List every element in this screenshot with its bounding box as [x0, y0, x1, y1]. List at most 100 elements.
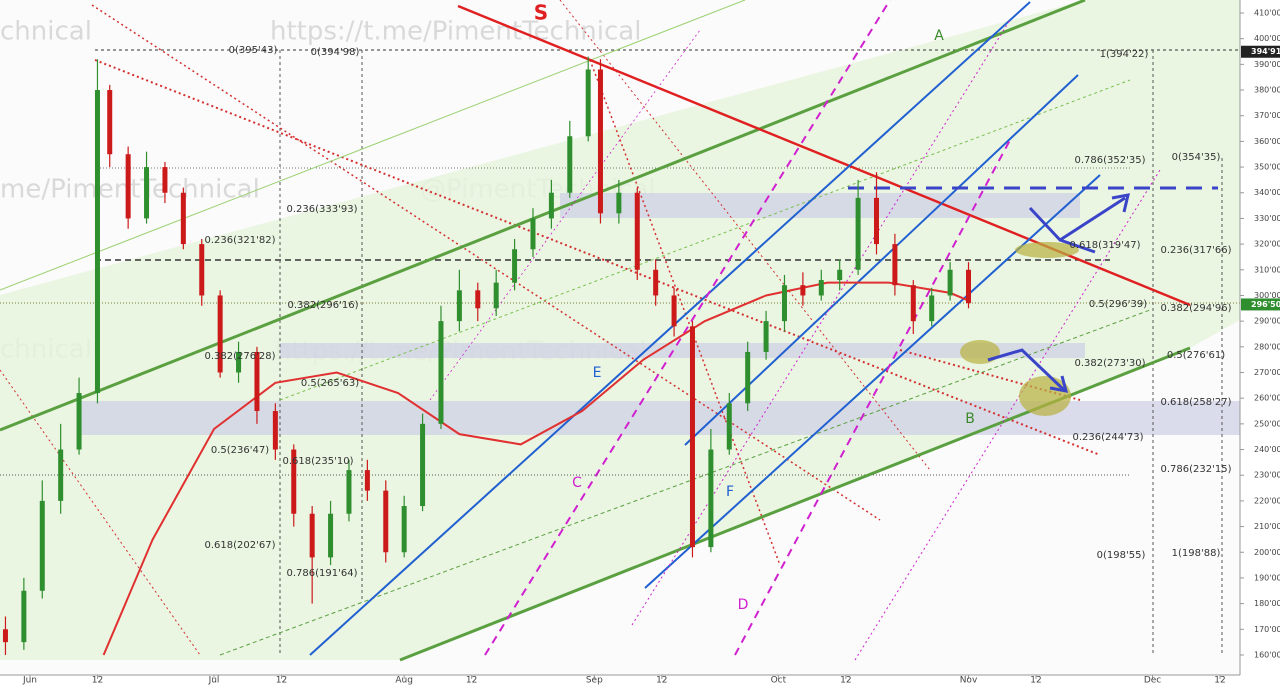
arrow [1111, 193, 1130, 213]
candle-body [548, 192, 554, 219]
candle-body [530, 218, 536, 250]
fib-label: 0.5(296'39) [1089, 299, 1147, 310]
y-tick-label: 240'00 [1254, 445, 1280, 454]
candle-body [837, 269, 843, 281]
candle-body [634, 192, 640, 270]
fib-label: 0(198'55) [1097, 550, 1146, 561]
wave-label: A [934, 28, 944, 44]
fib-label: 0.382(276'28) [205, 351, 276, 362]
x-tick-label: 12 [656, 676, 667, 686]
fib-label: 0.618(235'10) [283, 456, 354, 467]
candle-body [456, 290, 462, 322]
price-marker [1241, 298, 1280, 311]
fib-label: 0.618(258'27) [1161, 397, 1232, 408]
y-tick-label: 260'00 [1254, 394, 1280, 403]
x-tick-label: 12 [466, 676, 477, 686]
y-tick-label: 410'00 [1254, 8, 1280, 17]
magenta-line [484, 0, 891, 656]
trend-dotted [91, 4, 881, 521]
arrow [1059, 196, 1126, 242]
y-tick-label: 230'00 [1254, 471, 1280, 480]
blue-channel [309, 1, 1031, 656]
price-axis [1240, 0, 1280, 688]
x-tick-label: 12 [92, 676, 103, 686]
wave-label: B [965, 411, 975, 427]
x-tick-label: Nov [960, 676, 978, 686]
candle-body [929, 295, 935, 322]
y-tick-label: 300'00 [1254, 291, 1280, 300]
x-tick-label: Jul [208, 676, 220, 686]
x-tick-label: Sep [586, 676, 603, 686]
fib-label: 0.618(319'47) [1070, 240, 1141, 251]
blue-channel [644, 174, 1101, 589]
y-tick-label: 360'00 [1254, 137, 1280, 146]
y-tick-label: 280'00 [1254, 342, 1280, 351]
candle-body [708, 449, 714, 548]
moving-average [102, 281, 969, 656]
candle-body [567, 136, 573, 193]
candle-body [125, 154, 131, 219]
fib-label: 0.786(352'35) [1075, 155, 1146, 166]
y-tick-label: 270'00 [1254, 368, 1280, 377]
x-tick-label: 12 [276, 676, 287, 686]
arrow [1028, 206, 1096, 254]
candle-body [818, 280, 824, 296]
candle-body [199, 244, 205, 296]
candle-body [966, 269, 972, 304]
candle-body [726, 403, 732, 450]
trend-dotted [279, 79, 1131, 401]
candle-body [328, 513, 334, 558]
candle-body [475, 290, 481, 309]
candle-body [512, 249, 518, 283]
candle-body [781, 285, 787, 322]
x-tick-label: Oct [771, 676, 787, 686]
y-tick-label: 190'00 [1254, 573, 1280, 582]
candle-body [671, 295, 677, 327]
candle-body [309, 513, 315, 558]
x-tick-label: 12 [1214, 676, 1225, 686]
y-tick-label: 320'00 [1254, 240, 1280, 249]
magenta-line [854, 169, 1161, 661]
arrow [987, 348, 1066, 392]
magenta-line [429, 29, 701, 401]
candle-body [162, 167, 168, 193]
fib-label: 1(198'88) [1172, 548, 1221, 559]
candle-body [910, 285, 916, 322]
x-tick-label: Dec [1144, 676, 1161, 686]
candle-body [493, 282, 499, 309]
fib-label: 0.5(236'47) [211, 445, 269, 456]
candle-body [21, 590, 27, 643]
fib-label: 0(354'35) [1172, 152, 1221, 163]
candle-body [616, 192, 622, 214]
price-marker-label: 296'50 [1251, 300, 1280, 309]
candle-body [217, 295, 223, 373]
wave-label: C [572, 475, 582, 491]
wave-label: D [738, 597, 749, 613]
channel-fill [0, 0, 1240, 660]
fib-label: 0(395'43) [229, 45, 278, 56]
candle-body [364, 470, 370, 491]
y-tick-label: 350'00 [1254, 163, 1280, 172]
candle-body [272, 411, 278, 450]
watermark: chnical [0, 17, 92, 47]
x-tick-label: 12 [1030, 676, 1041, 686]
price-marker-label: 394'91 [1251, 47, 1280, 56]
fib-label: 0.236(333'93) [287, 204, 358, 215]
wave-label: S [534, 1, 548, 25]
y-tick-label: 210'00 [1254, 522, 1280, 531]
candle-body [107, 90, 113, 155]
fib-label: 0.786(191'64) [287, 568, 358, 579]
annotations: 0(395'43) 0(394'98) 1(394'22) 0.236(333'93)… [205, 1, 1232, 614]
drawings [0, 0, 1240, 662]
candle-body [800, 285, 806, 296]
fib-label: 0.618(202'67) [205, 540, 276, 551]
y-tick-label: 390'00 [1254, 60, 1280, 69]
blue-channel [684, 74, 1079, 446]
fib-label: 0.382(296'16) [288, 300, 359, 311]
magenta-line [631, 19, 1011, 626]
fib-label: 0.236(321'82) [205, 235, 276, 246]
zone [280, 343, 1085, 358]
y-tick-label: 380'00 [1254, 86, 1280, 95]
candle-body [763, 321, 769, 352]
y-tick-label: 340'00 [1254, 188, 1280, 197]
